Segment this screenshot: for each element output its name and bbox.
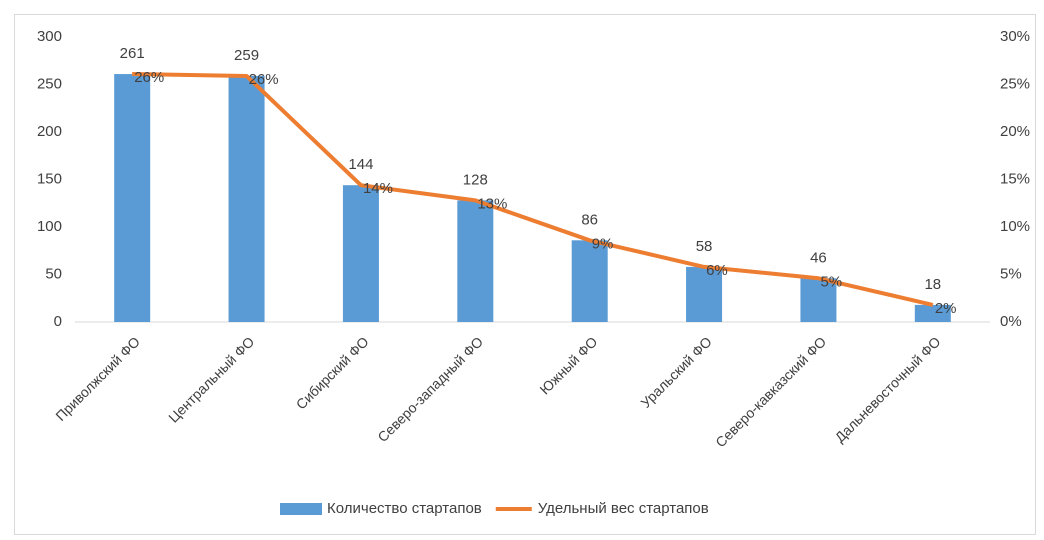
line-label: 9% [592, 235, 614, 252]
y2-tick-label: 5% [1000, 265, 1022, 282]
y-tick-label: 0 [54, 313, 62, 330]
y2-tick-label: 30% [1000, 28, 1030, 45]
bar-label: 58 [696, 238, 713, 255]
y-tick-label: 300 [37, 28, 62, 45]
y2-tick-label: 20% [1000, 123, 1030, 140]
y2-tick-label: 0% [1000, 313, 1022, 330]
line-label: 14% [363, 180, 393, 197]
y2-tick-label: 25% [1000, 75, 1030, 92]
bar-label: 259 [234, 47, 259, 64]
line-label: 5% [820, 273, 842, 290]
bar [342, 185, 379, 322]
line-label: 26% [249, 71, 279, 88]
line-label: 6% [706, 262, 728, 279]
bar [571, 240, 608, 322]
bar-label: 18 [924, 276, 941, 293]
bar-label: 128 [463, 171, 488, 188]
bar-label: 46 [810, 249, 827, 266]
line-label: 2% [935, 300, 957, 317]
y2-tick-label: 10% [1000, 218, 1030, 235]
y2-tick-label: 15% [1000, 170, 1030, 187]
bar [228, 75, 265, 322]
legend-label: Удельный вес стартапов [538, 500, 709, 517]
bar-label: 144 [348, 156, 373, 173]
bar-label: 86 [581, 211, 598, 228]
y-tick-label: 50 [45, 265, 62, 282]
bar [914, 304, 951, 322]
y-tick-label: 250 [37, 75, 62, 92]
bar [114, 74, 151, 322]
bar [686, 266, 723, 322]
bar-label: 261 [120, 45, 145, 62]
legend-label: Количество стартапов [327, 500, 482, 517]
bar [800, 278, 837, 322]
line [132, 72, 934, 307]
legend-swatch [280, 503, 322, 515]
chart-frame [14, 14, 1036, 535]
line-label: 13% [477, 195, 507, 212]
y-tick-label: 100 [37, 218, 62, 235]
y-tick-label: 150 [37, 170, 62, 187]
line-label: 26% [134, 69, 164, 86]
bar [457, 200, 494, 322]
y-tick-label: 200 [37, 123, 62, 140]
